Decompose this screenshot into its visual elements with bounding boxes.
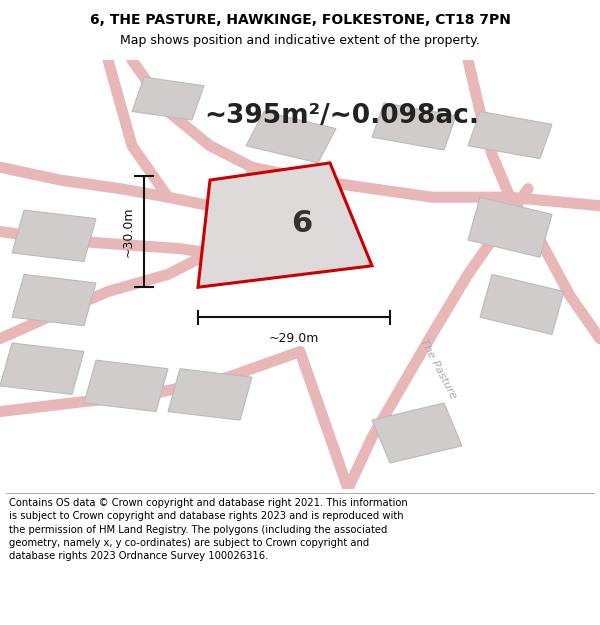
Polygon shape [0,343,84,394]
Polygon shape [168,369,252,420]
Polygon shape [468,198,552,258]
Polygon shape [372,103,456,150]
Text: Contains OS data © Crown copyright and database right 2021. This information
is : Contains OS data © Crown copyright and d… [9,498,408,561]
Polygon shape [480,274,564,334]
Text: The Pasture: The Pasture [418,337,458,401]
Polygon shape [246,111,336,163]
Text: 6, THE PASTURE, HAWKINGE, FOLKESTONE, CT18 7PN: 6, THE PASTURE, HAWKINGE, FOLKESTONE, CT… [89,13,511,28]
Text: Map shows position and indicative extent of the property.: Map shows position and indicative extent… [120,34,480,47]
Polygon shape [12,274,96,326]
Polygon shape [12,210,96,261]
Polygon shape [84,360,168,412]
Polygon shape [132,77,204,120]
Polygon shape [468,111,552,159]
Text: ~395m²/~0.098ac.: ~395m²/~0.098ac. [205,102,479,129]
Text: 6: 6 [291,209,312,239]
Text: ~30.0m: ~30.0m [122,206,135,257]
Text: ~29.0m: ~29.0m [269,332,319,345]
Polygon shape [372,403,462,463]
Polygon shape [198,163,372,288]
